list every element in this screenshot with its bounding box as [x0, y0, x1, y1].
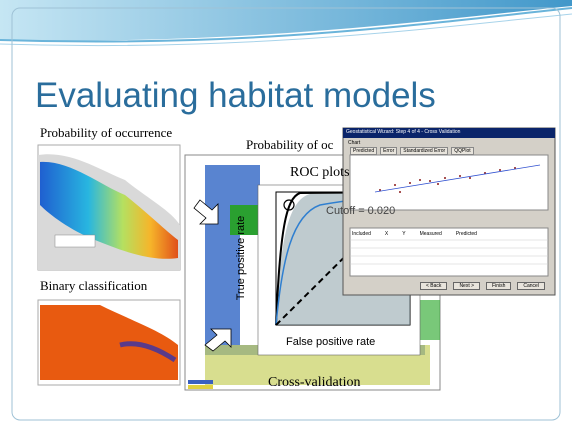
dialog-title: Geostatistical Wizard: Step 4 of 4 - Cro… [346, 129, 460, 135]
dialog-buttons: < Back Next > Finish Cancel [420, 282, 545, 290]
roc-y-label: True positive rate [235, 213, 247, 303]
table-header: Included [352, 231, 371, 237]
table-header: X [385, 231, 388, 237]
dialog-tab[interactable]: QQPlot [451, 147, 473, 155]
roc-cutoff: Cutoff = 0.020 [326, 205, 395, 217]
slide: Evaluating habitat models Probability of… [0, 0, 572, 426]
label-binary: Binary classification [40, 278, 147, 294]
dialog-button[interactable]: Next > [453, 282, 480, 290]
table-headers: Included X Y Measured Predicted [352, 231, 477, 237]
background [0, 0, 572, 426]
table-header: Y [402, 231, 405, 237]
label-roc: ROC plots [290, 165, 350, 181]
dialog-tab[interactable]: Standardized Error [400, 147, 448, 155]
dialog-button[interactable]: Cancel [517, 282, 545, 290]
dialog-tab[interactable]: Predicted [350, 147, 377, 155]
dialog-tab[interactable]: Error [380, 147, 397, 155]
table-header: Measured [420, 231, 442, 237]
dialog-button[interactable]: Finish [486, 282, 511, 290]
roc-x-label: False positive rate [286, 336, 375, 348]
label-occurrence-cut: Probability of oc [246, 137, 333, 153]
label-cross: Cross-validation [268, 375, 361, 391]
slide-title: Evaluating habitat models [35, 76, 436, 116]
dialog-button[interactable]: < Back [420, 282, 447, 290]
dialog-chart: Chart [348, 140, 360, 146]
table-header: Predicted [456, 231, 477, 237]
label-occurrence: Probability of occurrence [40, 125, 172, 141]
